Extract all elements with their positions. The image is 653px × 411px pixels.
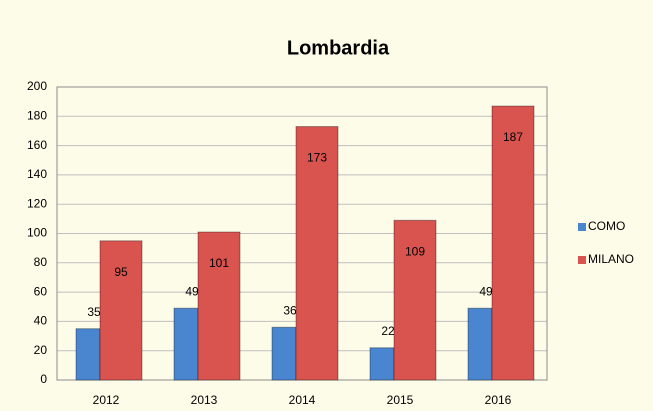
legend-swatch (578, 256, 586, 264)
y-tick-label: 160 (27, 138, 47, 152)
x-tick-label: 2012 (93, 393, 120, 407)
bar (467, 307, 493, 381)
x-tick-label: 2013 (191, 393, 218, 407)
data-label: 95 (114, 265, 128, 279)
x-tick-label: 2014 (289, 393, 316, 407)
y-tick-label: 20 (34, 343, 48, 357)
y-tick-label: 200 (27, 79, 47, 93)
y-tick-label: 180 (27, 108, 47, 122)
legend-swatch (578, 223, 586, 231)
y-tick-label: 80 (34, 255, 48, 269)
data-label: 187 (503, 130, 523, 144)
bar (393, 219, 437, 381)
bar (99, 240, 143, 381)
data-label: 109 (405, 244, 425, 258)
data-label: 36 (283, 303, 297, 317)
data-label: 35 (87, 305, 101, 319)
data-label: 49 (479, 284, 493, 298)
data-label: 101 (209, 256, 229, 270)
bar (173, 307, 199, 381)
y-tick-label: 120 (27, 196, 47, 210)
data-label: 22 (381, 324, 395, 338)
data-label: 173 (307, 151, 327, 165)
y-tick-label: 40 (34, 314, 48, 328)
y-tick-label: 100 (27, 226, 47, 240)
bar (197, 231, 241, 381)
bar (75, 328, 101, 381)
y-tick-label: 140 (27, 167, 47, 181)
x-tick-label: 2016 (485, 393, 512, 407)
bar (271, 326, 297, 381)
chart-title: Lombardia (287, 37, 390, 59)
y-tick-label: 60 (34, 284, 48, 298)
bar (369, 347, 395, 381)
legend-label: COMO (588, 219, 625, 233)
y-tick-label: 0 (40, 372, 47, 386)
data-label: 49 (185, 284, 199, 298)
bar (295, 126, 339, 381)
x-tick-label: 2015 (387, 393, 414, 407)
legend-label: MILANO (588, 252, 634, 266)
bar (491, 105, 535, 381)
